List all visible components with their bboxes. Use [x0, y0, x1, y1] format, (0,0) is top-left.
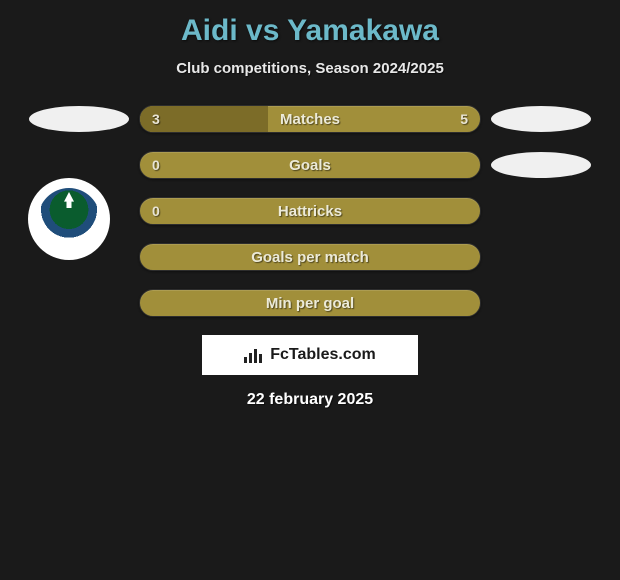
- stat-row: 3Matches5: [0, 105, 620, 133]
- page-title: Aidi vs Yamakawa: [0, 0, 620, 48]
- stat-bar: 0Goals: [139, 151, 481, 179]
- snapshot-date: 22 february 2025: [0, 391, 620, 409]
- right-slot: [481, 106, 601, 132]
- left-slot: [19, 106, 139, 132]
- stat-row: Min per goal: [0, 289, 620, 317]
- stat-bar: 0Hattricks: [139, 197, 481, 225]
- stat-label: Goals: [140, 157, 480, 174]
- player-oval-left: [29, 106, 129, 132]
- player-oval-right: [491, 152, 591, 178]
- club-crest-icon: [38, 188, 100, 250]
- stat-bar: 3Matches5: [139, 105, 481, 133]
- left-club-logo: [28, 178, 110, 260]
- stat-label: Min per goal: [140, 295, 480, 312]
- stat-bar: Min per goal: [139, 289, 481, 317]
- stat-right-value: 5: [460, 111, 468, 127]
- stat-label: Hattricks: [140, 203, 480, 220]
- player-oval-right: [491, 106, 591, 132]
- bar-chart-icon: [244, 347, 264, 363]
- stat-row: 0Goals: [0, 151, 620, 179]
- stat-bar: Goals per match: [139, 243, 481, 271]
- subtitle: Club competitions, Season 2024/2025: [0, 60, 620, 77]
- footer-brand-text: FcTables.com: [270, 346, 376, 364]
- stat-label: Matches: [140, 111, 480, 128]
- stat-label: Goals per match: [140, 249, 480, 266]
- right-slot: [481, 152, 601, 178]
- footer-brand-badge: FcTables.com: [202, 335, 418, 375]
